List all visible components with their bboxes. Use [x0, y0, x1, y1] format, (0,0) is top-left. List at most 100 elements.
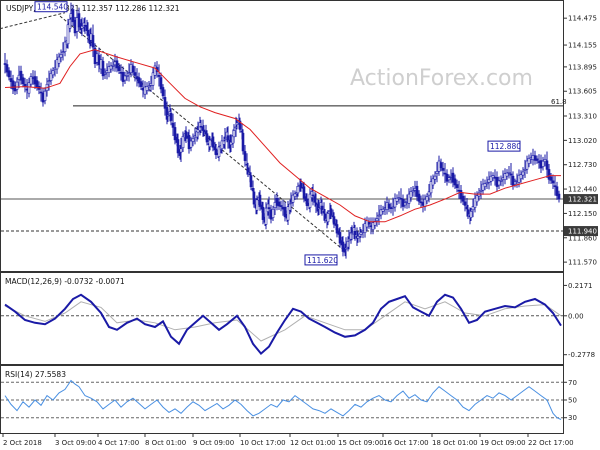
candle-body	[379, 209, 383, 216]
candle-body	[243, 151, 247, 161]
candle-body	[176, 139, 180, 154]
candle-body	[473, 198, 477, 208]
candle-body	[121, 72, 125, 82]
candle-body	[19, 70, 23, 81]
candle-body	[387, 203, 391, 209]
candle-body	[332, 216, 336, 225]
candle-body	[527, 158, 531, 164]
candle-body	[255, 199, 259, 211]
price-callout-label: 111.620	[307, 256, 338, 265]
candle-body	[80, 25, 84, 29]
price-y-tick-label: 113.605	[568, 88, 597, 96]
candle-body	[523, 168, 527, 171]
candle-body	[11, 80, 15, 90]
candle-body	[86, 29, 90, 36]
candle-body	[163, 97, 167, 109]
candle-body	[157, 74, 161, 77]
fib-label: 61.8	[551, 98, 567, 106]
rsi-y-tick-label: 50	[568, 397, 577, 405]
candle-body	[367, 222, 371, 225]
candle-body	[117, 66, 121, 71]
x-tick-label: 8 Oct 01:00	[145, 439, 186, 447]
candle-body	[507, 172, 511, 174]
price-y-tick-label: 114.475	[568, 15, 597, 23]
x-tick-label: 18 Oct 01:00	[432, 439, 478, 447]
candle-body	[497, 180, 501, 186]
candle-body	[61, 51, 65, 53]
x-tick-label: 19 Oct 09:00	[480, 439, 526, 447]
rsi-y-axis: 70 50 30	[1, 379, 577, 422]
candle-body	[5, 64, 9, 73]
candle-body	[123, 75, 127, 81]
candle-body	[271, 208, 275, 218]
x-tick-label: 22 Oct 17:00	[528, 439, 574, 447]
candle-body	[344, 247, 348, 250]
x-tick-label: 16 Oct 17:00	[383, 439, 429, 447]
candle-body	[89, 33, 93, 41]
price-reference-lines: 61.8	[0, 12, 567, 252]
candle-body	[127, 72, 131, 74]
candle-body	[429, 181, 433, 194]
candle-body	[391, 206, 395, 209]
candle-body	[63, 41, 67, 52]
price-tag-label: 111.940	[568, 228, 597, 236]
price-tag-label: 112.321	[568, 196, 597, 204]
candle-body	[441, 167, 445, 171]
x-tick-label: 15 Oct 09:00	[338, 439, 384, 447]
candle-body	[547, 169, 551, 180]
candle-body	[223, 138, 227, 141]
candle-body	[353, 230, 357, 236]
candle-body	[249, 175, 253, 188]
candle-body	[291, 194, 295, 203]
price-callout-box	[304, 254, 338, 266]
candle-body	[549, 176, 553, 181]
macd-panel	[0, 272, 564, 365]
candle-body	[555, 186, 559, 196]
candle-body	[308, 193, 312, 208]
candle-body	[99, 59, 103, 70]
candle-body	[258, 194, 262, 207]
candle-body	[302, 186, 306, 199]
candle-body	[279, 205, 283, 207]
candle-body	[199, 125, 203, 128]
candle-body	[425, 196, 429, 202]
candle-body	[305, 198, 309, 206]
candle-body	[51, 70, 55, 76]
price-callout-label: 114.540	[37, 3, 68, 12]
candle-body	[393, 198, 397, 208]
candle-body	[129, 64, 133, 73]
candle-body	[415, 185, 419, 197]
candle-body	[246, 167, 250, 173]
candle-body	[289, 202, 293, 204]
candle-body	[113, 61, 117, 66]
candle-body	[439, 162, 443, 169]
candle-body	[238, 120, 242, 130]
candle-body	[499, 180, 503, 182]
candle-body	[232, 130, 236, 138]
candle-body	[399, 198, 403, 200]
candle-body	[55, 59, 59, 70]
candle-body	[286, 206, 290, 221]
candle-body	[103, 72, 107, 75]
candle-body	[541, 160, 545, 167]
candle-body	[459, 190, 463, 199]
price-y-tick-label: 113.310	[568, 113, 597, 121]
candle-body	[545, 160, 549, 170]
candle-body	[66, 24, 70, 45]
x-tick-label: 12 Oct 01:00	[290, 439, 336, 447]
candle-body	[359, 232, 363, 235]
time-axis: 2 Oct 2018 3 Oct 09:00 4 Oct 17:00 8 Oct 01…	[2, 433, 574, 447]
candle-body	[47, 80, 51, 83]
rsi-y-tick-label: 70	[568, 379, 577, 387]
candle-body	[475, 195, 479, 203]
candle-body	[261, 206, 265, 220]
rsi-y-tick-label: 30	[568, 414, 577, 422]
candle-body	[235, 122, 239, 126]
candle-body	[214, 148, 218, 156]
candle-body	[161, 87, 165, 97]
candle-body	[220, 140, 224, 150]
candle-body	[356, 236, 360, 239]
candle-body	[217, 146, 221, 157]
price-callout-box	[34, 1, 68, 13]
candle-body	[553, 185, 557, 188]
